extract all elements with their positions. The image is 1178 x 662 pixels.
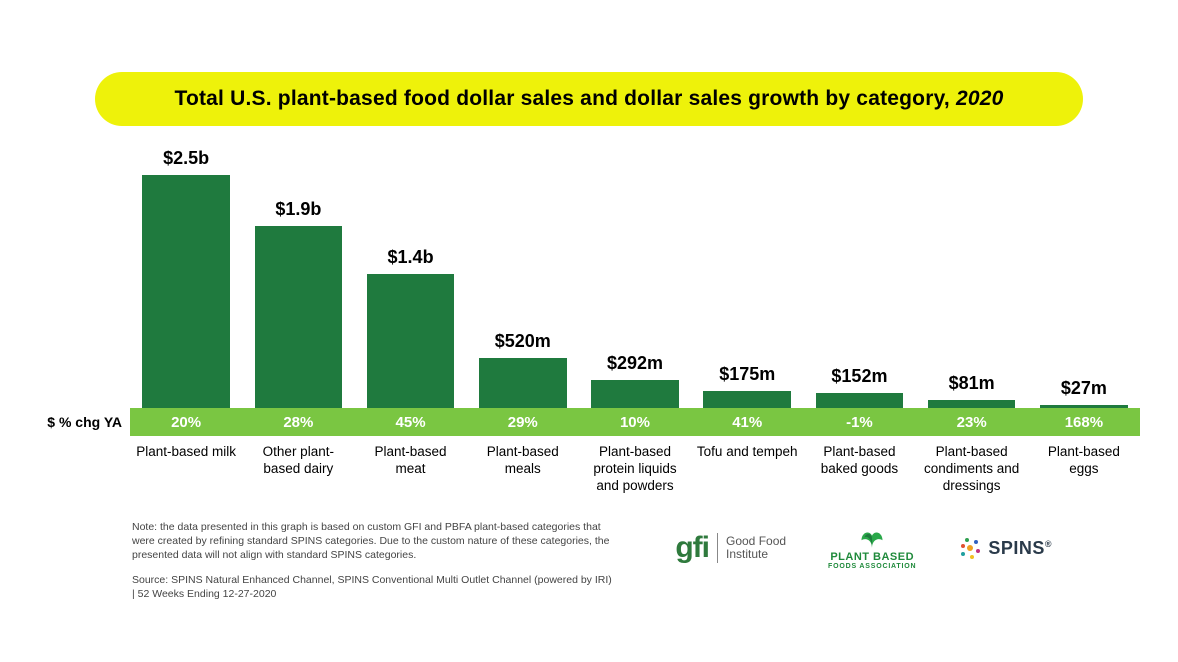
spins-text: SPINS (988, 538, 1045, 558)
gfi-wordmark-icon: gfi (675, 533, 709, 563)
bar-cell: $152m (803, 148, 915, 408)
footnotes: Note: the data presented in this graph i… (132, 520, 612, 611)
category-label: Tofu and tempeh (691, 444, 803, 495)
bar (255, 226, 343, 408)
chart-title: Total U.S. plant-based food dollar sales… (174, 87, 1003, 111)
pbfa-line1: PLANT BASED (830, 552, 914, 563)
bar (816, 393, 904, 408)
category-label: Plant-based baked goods (803, 444, 915, 495)
category-label: Plant-based eggs (1028, 444, 1140, 495)
category-label: Plant-based milk (130, 444, 242, 495)
bar (142, 175, 230, 408)
infographic-canvas: Total U.S. plant-based food dollar sales… (0, 0, 1178, 662)
percent-row-label: $ % chg YA (40, 408, 130, 436)
pct-cell: 10% (579, 408, 691, 436)
bar-cell: $27m (1028, 148, 1140, 408)
bar (591, 380, 679, 408)
pct-cell: 23% (916, 408, 1028, 436)
logo-pbfa: PLANT BASED FOODS ASSOCIATION (828, 526, 916, 570)
bar-cell: $175m (691, 148, 803, 408)
swirl-icon (958, 536, 982, 560)
chart-title-year: 2020 (956, 87, 1004, 110)
spins-registered-mark: ® (1045, 539, 1052, 549)
cat-row-head-spacer (40, 444, 130, 495)
bar-value-label: $520m (495, 331, 551, 352)
bar (1040, 405, 1128, 408)
leaf-icon (857, 526, 887, 550)
gfi-name-line1: Good Food (726, 534, 786, 548)
footnote-source: Source: SPINS Natural Enhanced Channel, … (132, 573, 612, 601)
category-label: Plant-based condiments and dressings (916, 444, 1028, 495)
bar-value-label: $27m (1061, 378, 1107, 399)
bar-cell: $292m (579, 148, 691, 408)
bar (479, 358, 567, 408)
pbfa-line2: FOODS ASSOCIATION (828, 563, 916, 570)
pct-cell: -1% (803, 408, 915, 436)
bar-cell: $1.4b (354, 148, 466, 408)
pct-cell: 29% (467, 408, 579, 436)
bar-value-label: $1.4b (388, 247, 434, 268)
title-pill: Total U.S. plant-based food dollar sales… (95, 72, 1083, 126)
logo-gfi: gfi Good Food Institute (675, 533, 786, 563)
bar-value-label: $81m (949, 373, 995, 394)
bar-value-label: $292m (607, 353, 663, 374)
pct-cell: 20% (130, 408, 242, 436)
gfi-separator (717, 533, 718, 563)
bar-chart: $2.5b $1.9b $1.4b $520m $292m $175m (40, 148, 1140, 495)
bar-value-label: $2.5b (163, 148, 209, 169)
pct-cell: 28% (242, 408, 354, 436)
logos-row: gfi Good Food Institute PLANT BASED FOOD… (612, 526, 1052, 570)
bar-cell: $520m (467, 148, 579, 408)
spins-wordmark: SPINS® (988, 538, 1052, 559)
category-labels-row: Plant-based milk Other plant-based dairy… (40, 444, 1140, 495)
bar-cell: $2.5b (130, 148, 242, 408)
category-label: Plant-based protein liquids and powders (579, 444, 691, 495)
pct-cell: 45% (354, 408, 466, 436)
footnote-note: Note: the data presented in this graph i… (132, 520, 612, 563)
pct-cell: 41% (691, 408, 803, 436)
category-label: Other plant-based dairy (242, 444, 354, 495)
footer: Note: the data presented in this graph i… (132, 520, 1052, 611)
bars-row: $2.5b $1.9b $1.4b $520m $292m $175m (40, 148, 1140, 408)
bar (928, 400, 1016, 408)
bar-value-label: $152m (831, 366, 887, 387)
category-label: Plant-based meat (354, 444, 466, 495)
bar-cell: $81m (916, 148, 1028, 408)
chart-title-main: Total U.S. plant-based food dollar sales… (174, 87, 955, 110)
gfi-name: Good Food Institute (726, 535, 786, 561)
bar-value-label: $175m (719, 364, 775, 385)
logo-spins: SPINS® (958, 536, 1052, 560)
bar (703, 391, 791, 408)
bar-value-label: $1.9b (275, 199, 321, 220)
percent-change-row: $ % chg YA 20% 28% 45% 29% 10% 41% -1% 2… (40, 408, 1140, 436)
bar (367, 274, 455, 408)
gfi-name-line2: Institute (726, 547, 768, 561)
pct-cell: 168% (1028, 408, 1140, 436)
category-label: Plant-based meals (467, 444, 579, 495)
bar-cell: $1.9b (242, 148, 354, 408)
